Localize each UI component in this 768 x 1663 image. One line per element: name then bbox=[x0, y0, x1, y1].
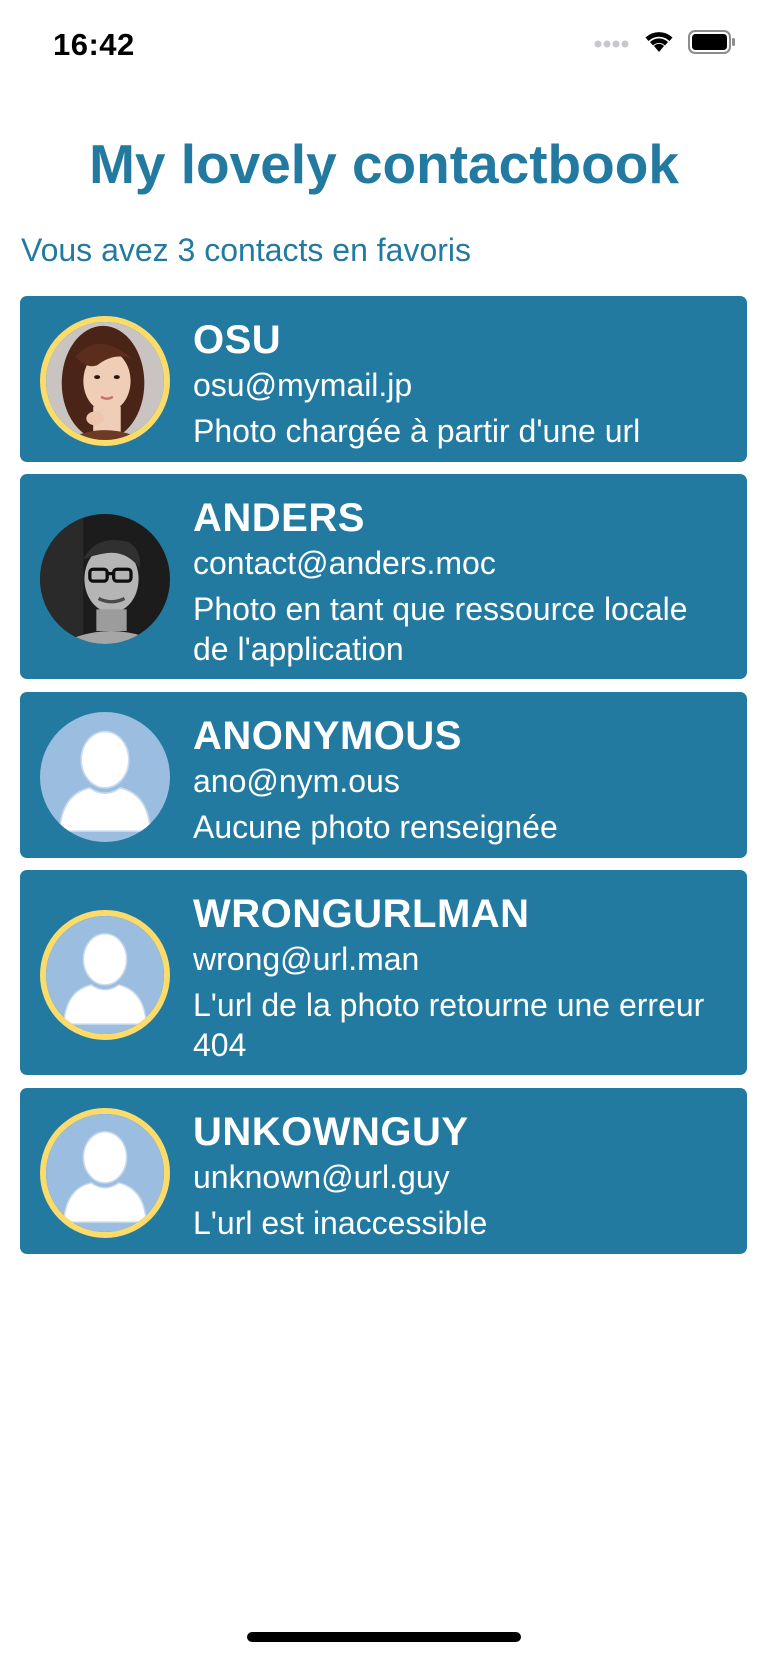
contact-email: unknown@url.guy bbox=[193, 1159, 450, 1195]
status-icons bbox=[594, 30, 736, 59]
home-indicator[interactable] bbox=[247, 1632, 521, 1642]
person-photo-icon bbox=[46, 322, 164, 440]
contact-email: wrong@url.man bbox=[193, 941, 420, 977]
favorites-count-text: Vous avez 3 contacts en favoris bbox=[21, 232, 472, 268]
contact-avatar-placeholder bbox=[40, 910, 170, 1040]
contact-name: ANONYMOUS bbox=[193, 714, 462, 758]
contact-card-anders[interactable]: ANDERS contact@anders.moc Photo en tant … bbox=[20, 474, 747, 679]
contact-info: ANONYMOUS ano@nym.ous Aucune photo rense… bbox=[193, 714, 731, 847]
contact-photo-note: Aucune photo renseignée bbox=[193, 809, 558, 845]
contact-card-unkownguy[interactable]: UNKOWNGUY unknown@url.guy L'url est inac… bbox=[20, 1088, 747, 1254]
contact-card-wrongurlman[interactable]: WRONGURLMAN wrong@url.man L'url de la ph… bbox=[20, 870, 747, 1075]
user-placeholder-icon bbox=[46, 1114, 164, 1232]
contact-photo-note: Photo chargée à partir d'une url bbox=[193, 413, 641, 449]
user-placeholder-icon bbox=[46, 916, 164, 1034]
status-bar: 16:42 bbox=[0, 0, 768, 94]
contact-avatar-photo bbox=[40, 514, 170, 644]
contact-info: UNKOWNGUY unknown@url.guy L'url est inac… bbox=[193, 1110, 731, 1243]
contact-card-anonymous[interactable]: ANONYMOUS ano@nym.ous Aucune photo rense… bbox=[20, 692, 747, 858]
contact-name: ANDERS bbox=[193, 496, 365, 540]
contact-avatar-photo bbox=[40, 316, 170, 446]
contact-avatar-placeholder bbox=[40, 1108, 170, 1238]
cellular-signal-icon bbox=[594, 36, 630, 54]
contact-photo-note: Photo en tant que ressource locale de l'… bbox=[193, 591, 688, 667]
contact-email: osu@mymail.jp bbox=[193, 367, 413, 403]
battery-icon bbox=[688, 30, 736, 59]
contact-photo-note: L'url de la photo retourne une erreur 40… bbox=[193, 987, 705, 1063]
contact-name: UNKOWNGUY bbox=[193, 1110, 469, 1154]
contact-card-osu[interactable]: OSU osu@mymail.jp Photo chargée à partir… bbox=[20, 296, 747, 462]
contact-name: OSU bbox=[193, 318, 282, 362]
contact-avatar-placeholder bbox=[40, 712, 170, 842]
contact-name: WRONGURLMAN bbox=[193, 892, 530, 936]
contact-photo-note: L'url est inaccessible bbox=[193, 1205, 488, 1241]
user-placeholder-icon bbox=[40, 712, 170, 842]
contact-info: WRONGURLMAN wrong@url.man L'url de la ph… bbox=[193, 892, 731, 1065]
page-title: My lovely contactbook bbox=[89, 133, 679, 195]
status-time: 16:42 bbox=[53, 27, 135, 62]
contact-info: ANDERS contact@anders.moc Photo en tant … bbox=[193, 496, 731, 669]
wifi-icon bbox=[644, 30, 674, 59]
contact-email: ano@nym.ous bbox=[193, 763, 400, 799]
contact-email: contact@anders.moc bbox=[193, 545, 496, 581]
person-photo-icon bbox=[40, 514, 170, 644]
contact-info: OSU osu@mymail.jp Photo chargée à partir… bbox=[193, 318, 731, 451]
